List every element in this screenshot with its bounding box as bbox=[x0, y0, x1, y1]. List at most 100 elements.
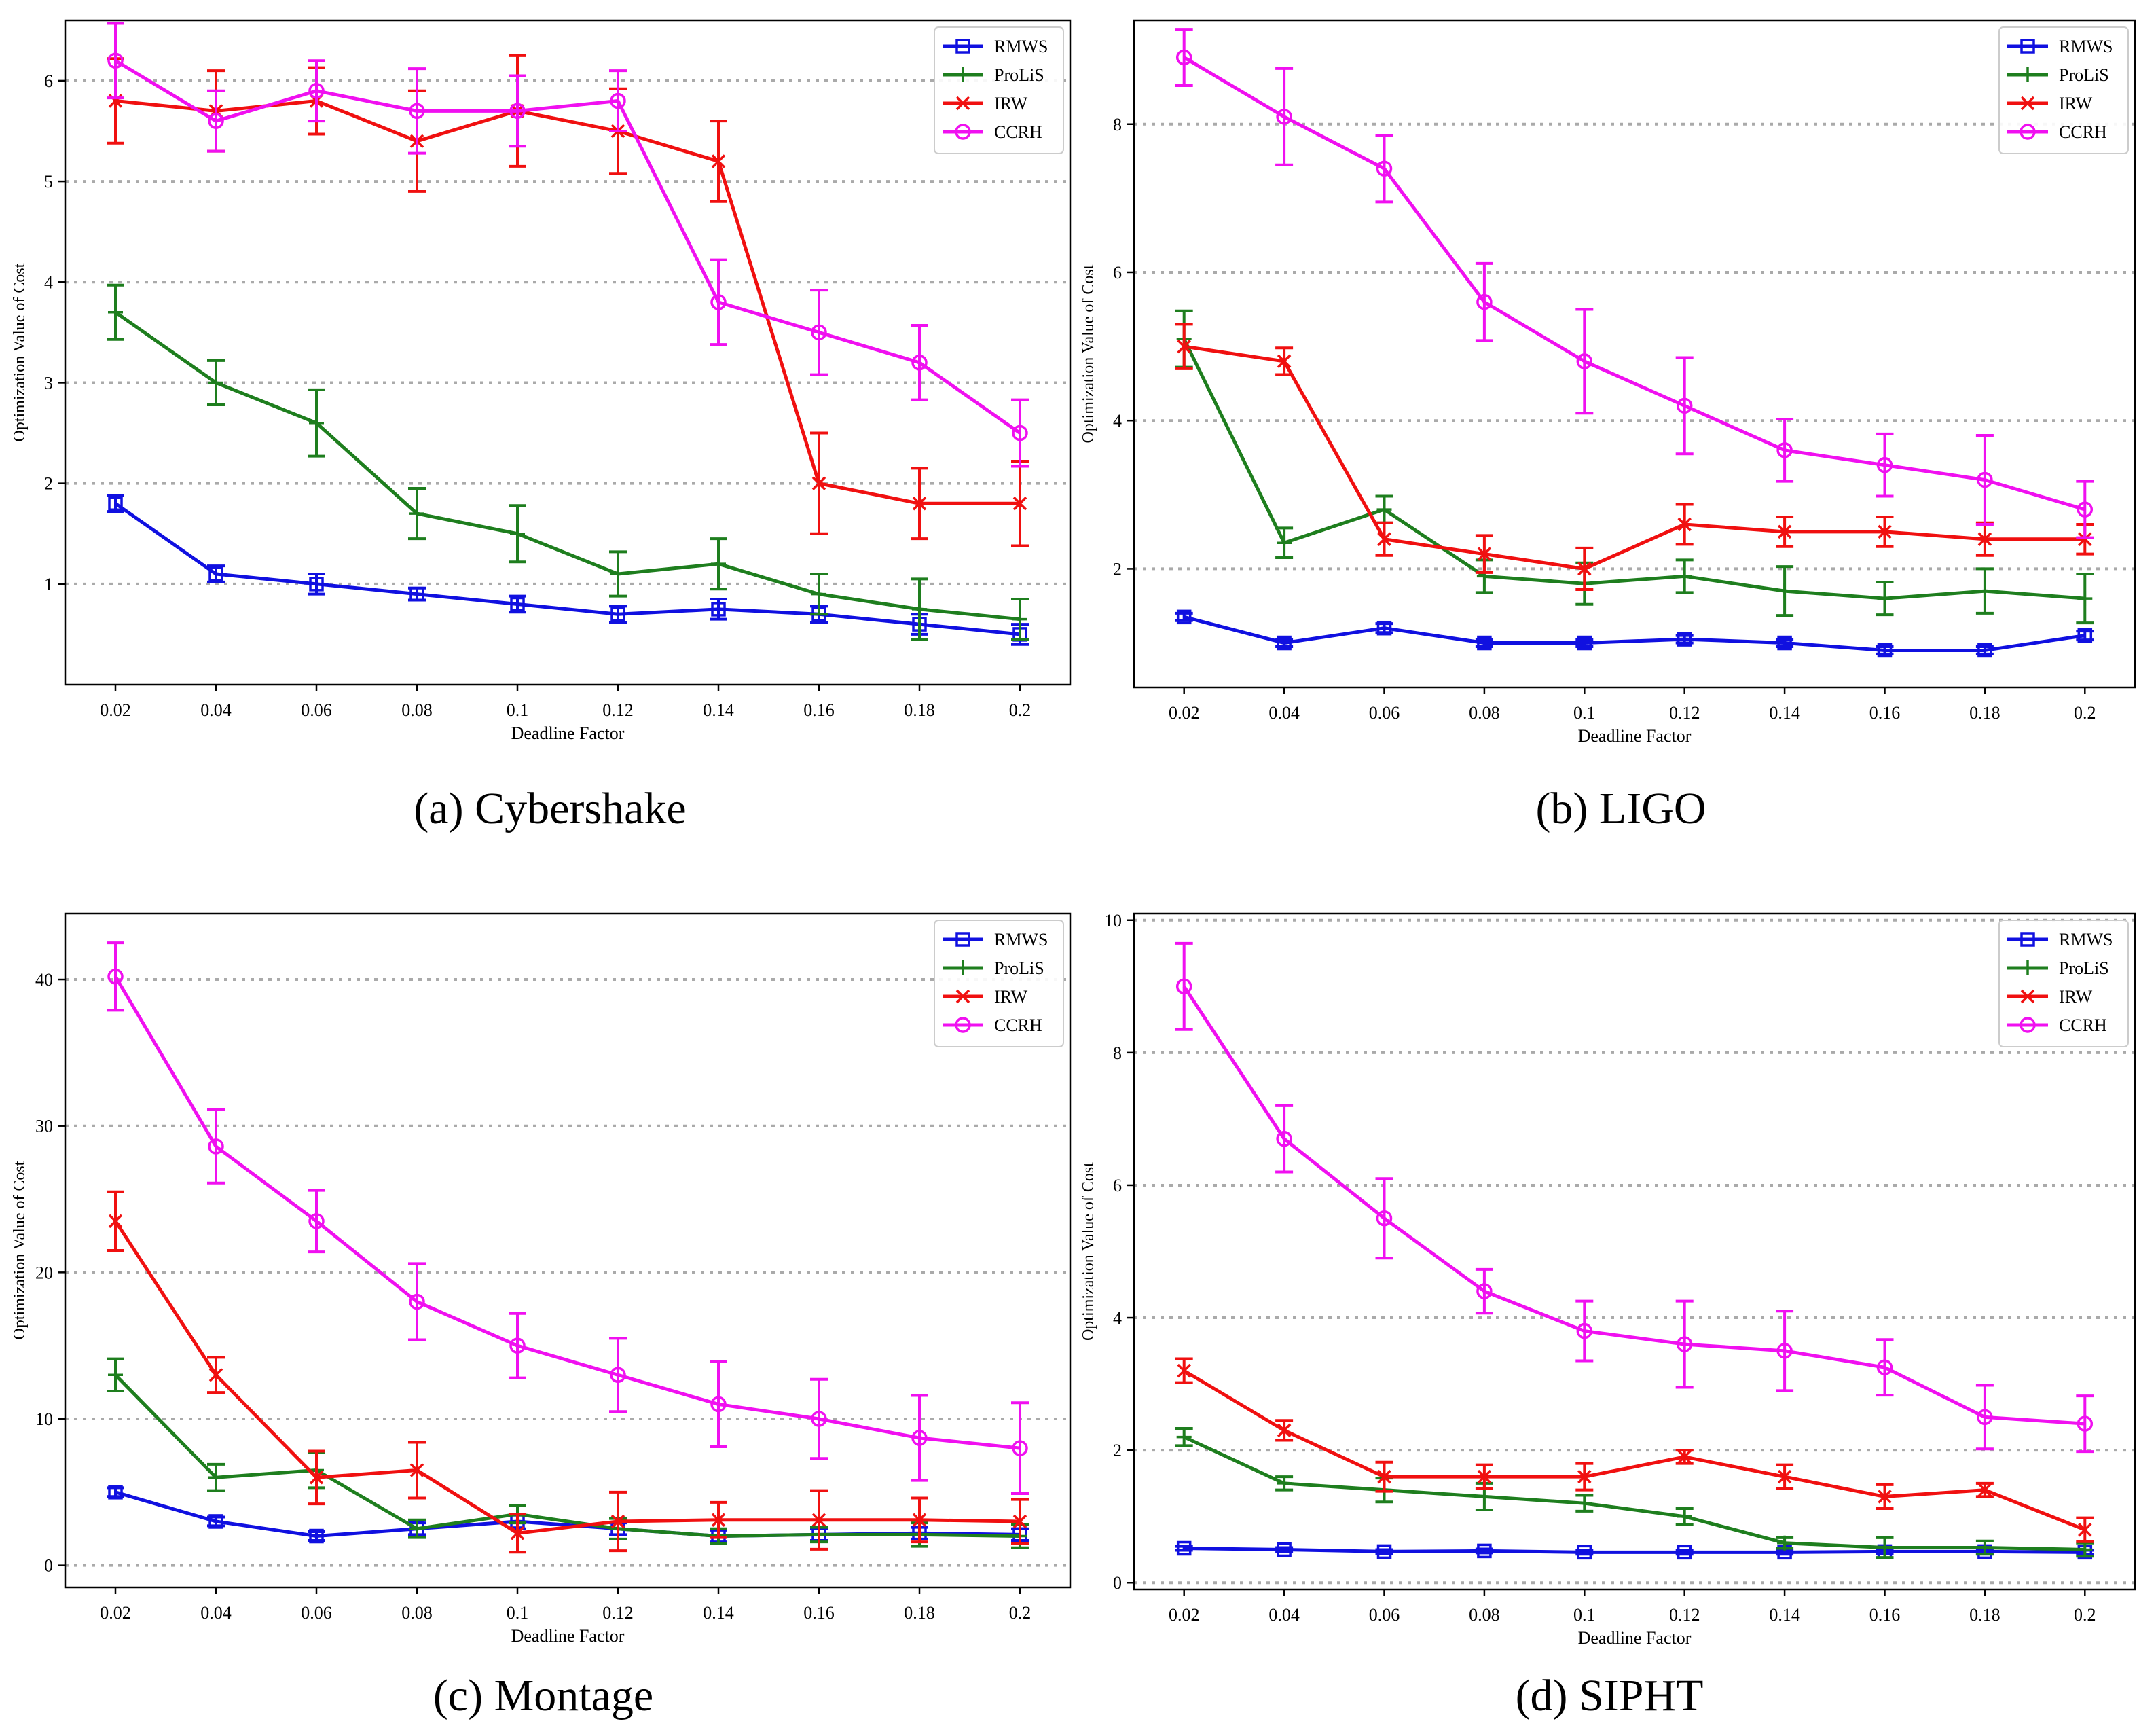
data-point-ccrh bbox=[610, 1367, 626, 1384]
y-tick-label: 2 bbox=[44, 474, 53, 494]
panel-caption-letter: (a) bbox=[414, 784, 463, 833]
panel-caption: (a) Cybershake bbox=[414, 784, 686, 833]
x-tick-label: 0.14 bbox=[703, 1603, 734, 1623]
legend-label-rmws: RMWS bbox=[2059, 930, 2113, 950]
data-point-ccrh bbox=[911, 355, 928, 371]
x-tick-label: 0.18 bbox=[904, 1603, 935, 1623]
series-rmws bbox=[1175, 1540, 2094, 1560]
data-point-rmws bbox=[108, 496, 123, 511]
x-tick-label: 0.18 bbox=[904, 700, 935, 720]
data-point-irw bbox=[1977, 532, 1992, 547]
series-line-rmws bbox=[1184, 1547, 2085, 1554]
data-point-ccrh bbox=[1776, 1343, 1793, 1359]
error-bar bbox=[1011, 1401, 1029, 1495]
data-point-ccrh bbox=[710, 1396, 727, 1413]
error-bar bbox=[1776, 418, 1794, 483]
x-tick-label: 0.08 bbox=[1469, 1605, 1500, 1625]
y-tick-label: 6 bbox=[1113, 1176, 1122, 1195]
y-tick-label: 20 bbox=[35, 1263, 53, 1282]
x-tick-label: 0.02 bbox=[1169, 703, 1200, 723]
data-point-ccrh bbox=[509, 103, 526, 120]
data-point-rmws bbox=[610, 607, 625, 622]
data-point-prolis bbox=[1176, 1429, 1192, 1445]
x-tick-label: 0.16 bbox=[803, 1603, 835, 1623]
legend-label-irw: IRW bbox=[994, 987, 1028, 1007]
legend-box bbox=[1998, 26, 2129, 154]
series-ccrh bbox=[1175, 941, 2094, 1454]
data-point-prolis bbox=[1877, 591, 1893, 607]
legend-label-prolis: ProLiS bbox=[994, 958, 1044, 978]
x-tick-label: 0.12 bbox=[602, 700, 634, 720]
data-point-irw bbox=[1377, 532, 1391, 547]
data-point-ccrh bbox=[1175, 978, 1192, 995]
data-point-irw bbox=[1677, 1449, 1692, 1464]
data-point-prolis bbox=[1877, 1540, 1893, 1555]
series-line-irw bbox=[113, 1220, 1021, 1535]
error-bar bbox=[308, 59, 325, 123]
data-point-irw bbox=[1878, 1490, 1892, 1504]
series-line-prolis bbox=[114, 1373, 1021, 1538]
legend-marker-prolis bbox=[2020, 960, 2035, 975]
data-point-irw bbox=[711, 1513, 726, 1528]
series-ccrh bbox=[1175, 28, 2094, 539]
series-line-irw bbox=[115, 99, 1020, 505]
legend-label-prolis: ProLiS bbox=[994, 65, 1044, 85]
legend-marker-prolis bbox=[2020, 67, 2035, 82]
y-axis-title: Optimization Value of Cost bbox=[1080, 264, 1097, 443]
panel-caption-name: LIGO bbox=[1588, 784, 1706, 833]
data-point-irw bbox=[610, 1514, 625, 1529]
legend-marker-irw bbox=[2020, 96, 2035, 111]
legend-marker-irw bbox=[955, 989, 970, 1004]
error-bar bbox=[1776, 1310, 1794, 1392]
error-bar bbox=[609, 1337, 627, 1413]
series-line-prolis bbox=[1182, 338, 2085, 600]
panel-caption: (c) Montage bbox=[433, 1671, 653, 1720]
data-point-prolis bbox=[108, 1367, 123, 1383]
data-point-ccrh bbox=[1012, 1440, 1028, 1456]
data-point-irw bbox=[1177, 1363, 1191, 1378]
error-bar bbox=[911, 323, 928, 401]
y-tick-label: 40 bbox=[35, 970, 53, 990]
data-point-ccrh bbox=[1576, 1322, 1593, 1339]
series-rmws bbox=[107, 494, 1029, 646]
series-line-rmws bbox=[114, 502, 1021, 636]
legend-label-irw: IRW bbox=[994, 94, 1028, 113]
x-tick-label: 0.06 bbox=[301, 1603, 332, 1623]
data-point-prolis bbox=[208, 1470, 223, 1485]
data-point-prolis bbox=[912, 601, 927, 617]
data-point-ccrh bbox=[1676, 1336, 1693, 1352]
data-point-prolis bbox=[208, 375, 223, 391]
data-point-ccrh bbox=[1175, 49, 1192, 66]
series-line-ccrh bbox=[1183, 56, 2086, 511]
panel-caption: (b) LIGO bbox=[1535, 784, 1706, 833]
data-point-irw bbox=[912, 1513, 927, 1528]
x-tick-label: 0.14 bbox=[703, 700, 734, 720]
error-bar bbox=[1375, 1177, 1393, 1260]
data-point-prolis bbox=[409, 506, 424, 522]
x-tick-label: 0.1 bbox=[507, 1603, 529, 1623]
error-bar bbox=[408, 1262, 426, 1341]
data-point-irw bbox=[811, 476, 826, 490]
y-tick-label: 4 bbox=[1113, 411, 1122, 431]
data-point-rmws bbox=[711, 602, 726, 617]
data-point-prolis bbox=[1677, 1509, 1692, 1524]
x-tick-label: 0.16 bbox=[1869, 1605, 1901, 1625]
error-bar bbox=[1175, 941, 1193, 1031]
panel-caption-name: Montage bbox=[483, 1671, 653, 1720]
x-tick-label: 0.12 bbox=[1669, 1605, 1700, 1625]
series-prolis bbox=[1175, 309, 2094, 625]
data-point-rmws bbox=[1777, 635, 1792, 651]
x-tick-label: 0.04 bbox=[1268, 1605, 1300, 1625]
legend-marker-irw bbox=[2020, 989, 2035, 1004]
plot-frame bbox=[1133, 912, 2136, 1591]
series-line-ccrh bbox=[1182, 985, 2085, 1426]
series-ccrh bbox=[107, 22, 1029, 468]
data-point-ccrh bbox=[1676, 397, 1693, 414]
legend-marker-rmws bbox=[2020, 39, 2035, 54]
data-point-ccrh bbox=[1276, 109, 1292, 125]
data-point-prolis bbox=[108, 304, 123, 320]
error-bar bbox=[710, 1360, 727, 1448]
y-tick-label: 10 bbox=[35, 1409, 53, 1429]
x-axis-title: Deadline Factor bbox=[1578, 726, 1692, 746]
series-line-rmws bbox=[115, 1490, 1021, 1538]
